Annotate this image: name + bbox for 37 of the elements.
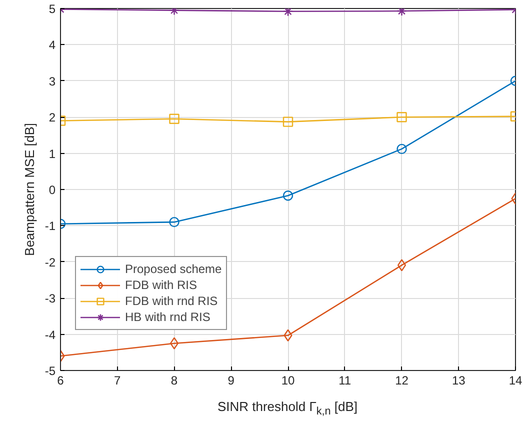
point [170,337,179,350]
y-tick-label: 1 [48,146,56,161]
point [284,329,292,342]
legend-label: FDB with rnd RIS [125,293,218,309]
point [397,259,406,272]
y-axis-title: Beampattern MSE [dB] [22,123,37,256]
y-tick-label: 2 [48,110,56,125]
y-tick-label: 0 [48,183,56,197]
legend-label: HB with rnd RIS [125,309,210,325]
x-tick-label: 8 [170,374,178,388]
x-tick-label: 13 [452,374,466,388]
point [396,144,407,154]
y-tick-label: 5 [48,2,56,16]
y-tick-label: -3 [44,292,56,306]
point [169,114,180,124]
y-tick-label: -1 [44,219,56,234]
y-tick-label: -2 [44,255,56,270]
point [396,112,407,122]
point [282,190,294,201]
point [396,8,407,16]
x-tick-label: 12 [395,374,409,388]
y-tick-label: -4 [44,328,56,342]
y-tick-label: 3 [48,74,56,88]
x-tick-label: 11 [338,374,352,388]
x-tick-label: 14 [508,374,522,388]
x-tick-label: 10 [281,374,295,388]
point [169,216,180,228]
x-tick-label: 6 [57,374,64,388]
y-tick-label: 4 [48,38,56,52]
legend-label: FDB with RIS [125,277,198,293]
x-axis-title: SINR threshold Γ$_{k,n}$ [dB] [217,398,358,420]
point [282,8,294,16]
y-tick-label: -5 [44,364,56,378]
x-tick-label: 7 [114,374,122,388]
legend-label: Proposed scheme [125,261,222,277]
x-tick-label: 9 [228,374,235,388]
point [282,116,294,127]
